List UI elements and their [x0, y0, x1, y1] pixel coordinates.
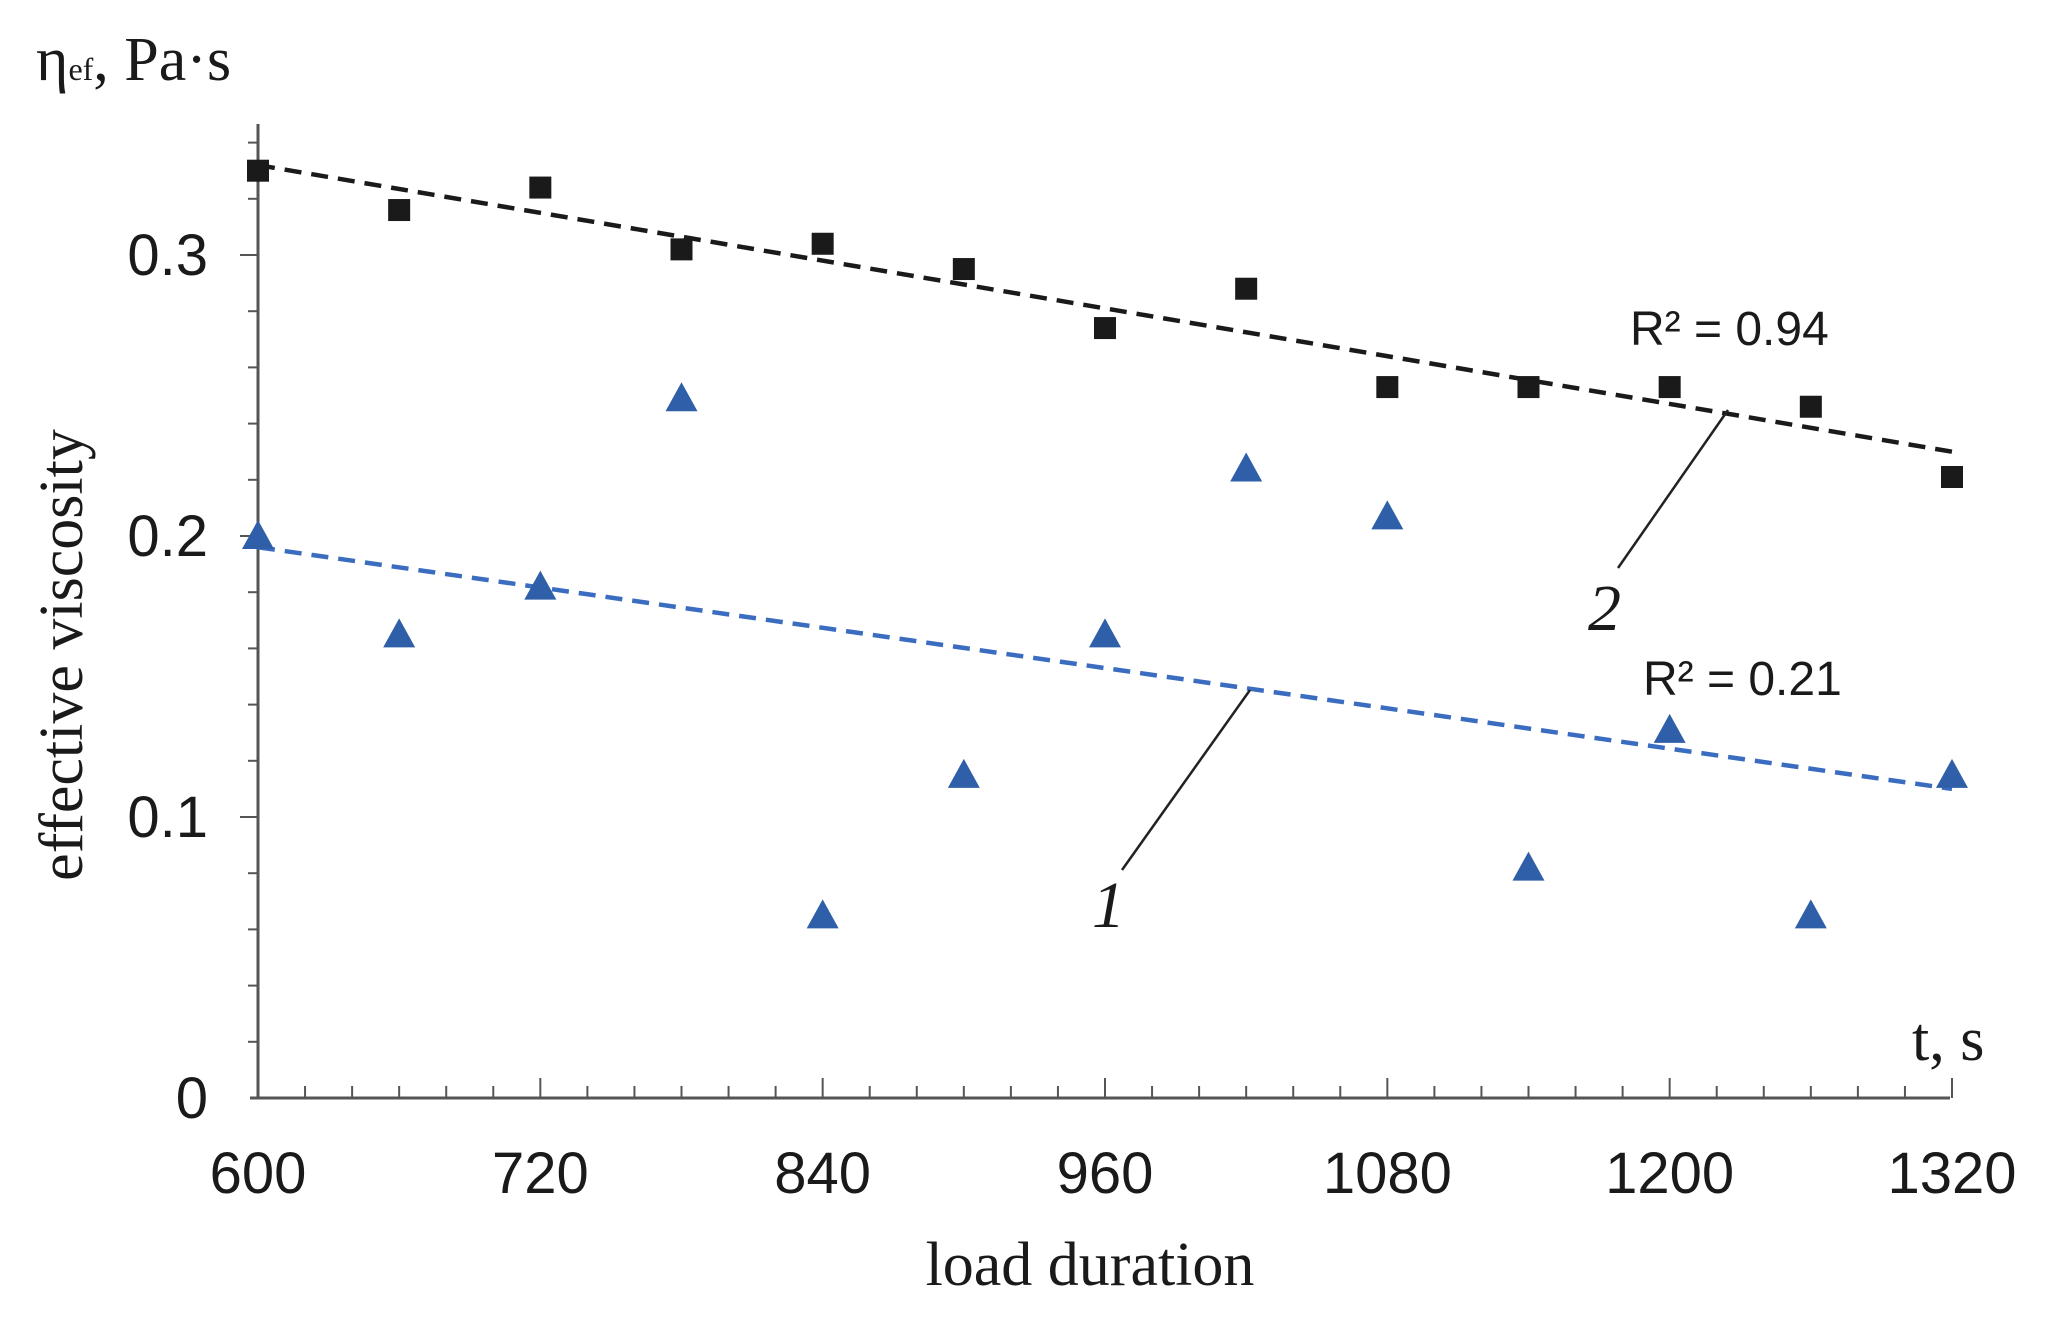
y-tick-label: 0.1 — [127, 785, 208, 850]
x-axis-title: load duration — [926, 1231, 1255, 1299]
pointer-line-curve-1 — [1120, 689, 1252, 871]
y-axis-title: effective viscosity — [28, 429, 96, 881]
data-point-series-2 — [811, 232, 834, 255]
data-point-series-2 — [1941, 465, 1963, 488]
data-point-series-2 — [1235, 277, 1258, 300]
data-point-series-1 — [383, 618, 416, 648]
data-point-series-2 — [1658, 376, 1681, 399]
r-squared-label-curve-1: R² = 0.21 — [1643, 653, 1842, 706]
x-tick-label: 600 — [210, 1141, 307, 1206]
data-point-series-2 — [247, 159, 269, 182]
data-point-series-1 — [947, 758, 980, 788]
data-point-series-2 — [1094, 317, 1116, 340]
y-unit-subscript: ef — [68, 51, 93, 87]
data-point-series-1 — [1089, 618, 1121, 648]
y-tick-label: 0.2 — [127, 504, 208, 569]
trendline-series-2 — [257, 162, 1953, 454]
data-point-series-2 — [1376, 376, 1399, 399]
data-point-series-2 — [952, 258, 975, 281]
data-point-series-1 — [1230, 452, 1263, 482]
x-ticks: 600 720 840 960 1080 1200 1320 — [210, 1078, 2017, 1206]
data-markers — [242, 159, 1968, 929]
data-point-series-2 — [670, 238, 693, 261]
x-tick-label: 960 — [1057, 1141, 1154, 1206]
x-tick-label: 1080 — [1323, 1141, 1452, 1206]
x-tick-label: 1320 — [1887, 1141, 2016, 1206]
r-squared-label-curve-2: R² = 0.94 — [1630, 303, 1829, 356]
data-point-series-1 — [806, 899, 839, 929]
y-ticks: 0 0.1 0.2 0.3 — [127, 141, 258, 1131]
y-tick-label: 0 — [176, 1066, 208, 1131]
x-tick-label: 840 — [774, 1141, 871, 1206]
curve-label-1: 1 — [1092, 869, 1125, 942]
y-tick-label: 0.3 — [127, 223, 208, 288]
data-point-series-1 — [1653, 713, 1686, 743]
data-point-series-1 — [1936, 758, 1968, 788]
data-point-series-2 — [529, 176, 552, 199]
data-point-series-2 — [1799, 395, 1822, 418]
y-axis-unit-label: ηef, Pa·s — [36, 26, 231, 94]
x-axis-unit-label: t, s — [1912, 1006, 1984, 1074]
data-point-series-1 — [1512, 851, 1545, 881]
data-point-series-1 — [1794, 899, 1827, 929]
y-unit-text: , Pa·s — [93, 26, 231, 94]
pointer-line-curve-2 — [1616, 409, 1730, 569]
data-point-series-1 — [1371, 500, 1404, 530]
y-unit-symbol: η — [36, 26, 68, 94]
data-point-series-1 — [665, 382, 698, 412]
data-point-series-2 — [388, 199, 411, 222]
data-point-series-1 — [242, 520, 274, 549]
data-point-series-1 — [524, 570, 557, 600]
curve-label-2: 2 — [1588, 572, 1621, 645]
x-tick-label: 720 — [492, 1141, 589, 1206]
data-point-series-2 — [1517, 376, 1540, 399]
x-tick-label: 1200 — [1605, 1141, 1734, 1206]
